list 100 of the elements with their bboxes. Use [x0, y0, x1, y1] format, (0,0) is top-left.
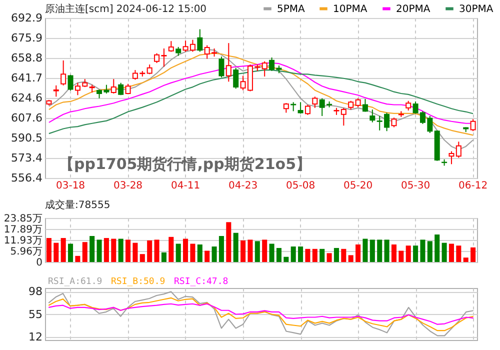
candlestick: [68, 74, 74, 92]
candlestick: [283, 102, 289, 114]
candlestick: [391, 117, 397, 128]
series-label: RSI_B:50.9: [111, 277, 166, 287]
bar: [147, 240, 152, 262]
legend-label: 10PMA: [333, 4, 368, 15]
bar: [470, 247, 476, 262]
candlestick: [218, 56, 224, 78]
bar: [398, 250, 404, 262]
y-tick-label: 590.5: [11, 132, 42, 145]
candlestick: [110, 78, 116, 94]
bar: [298, 246, 304, 262]
bar: [384, 240, 390, 262]
bar: [420, 240, 426, 262]
candlestick: [226, 42, 232, 82]
text: 成交量:78555: [45, 199, 110, 211]
x-tick-label: 05-20: [344, 180, 373, 192]
bar: [197, 244, 202, 262]
y-tick-label: 0: [36, 258, 42, 268]
bar: [226, 222, 232, 262]
x-tick-label: 06-12: [458, 180, 488, 192]
bar: [348, 255, 354, 262]
candlestick: [197, 28, 203, 52]
y-tick-label: 5.96万: [10, 246, 42, 258]
bar: [60, 238, 66, 262]
bar: [305, 248, 310, 262]
bar: [320, 248, 325, 262]
bar: [391, 244, 396, 262]
candlestick: [312, 96, 318, 108]
candlestick: [146, 64, 152, 75]
bar: [456, 246, 462, 262]
candlestick: [340, 107, 346, 126]
x-tick-label: 04-11: [170, 180, 200, 192]
bar: [118, 238, 124, 262]
chart-title: 原油主连[scm] 2024-06-12 15:00: [45, 3, 207, 15]
bar: [75, 256, 80, 262]
series-label: RSI_A:61.9: [48, 277, 102, 287]
bar: [90, 236, 95, 262]
bar: [427, 241, 432, 262]
series-label: RSI_C:47.8: [174, 277, 228, 287]
legend-label: 5PMA: [277, 4, 306, 15]
bar: [154, 240, 160, 262]
candlestick: [362, 98, 368, 112]
y-tick-label: 573.4: [11, 152, 42, 165]
y-tick-label: 23.85万: [4, 214, 42, 224]
bar: [269, 244, 274, 262]
bar: [233, 232, 238, 262]
y-tick-label: 624.6: [11, 92, 42, 105]
bar: [406, 246, 411, 262]
bar: [370, 240, 375, 262]
bar: [132, 242, 138, 262]
candlestick: [448, 150, 454, 165]
bar: [362, 238, 368, 262]
candlestick: [168, 40, 174, 52]
bar: [442, 242, 447, 262]
candlestick: [355, 98, 361, 108]
line-series: [48, 297, 474, 332]
bar: [140, 254, 145, 262]
bar: [204, 250, 210, 262]
bar: [341, 248, 346, 262]
y-tick-label: 11.93万: [4, 235, 42, 246]
bar: [161, 252, 166, 262]
candlestick: [370, 109, 376, 123]
y-tick-label: 55: [28, 308, 42, 321]
candlestick: [118, 82, 124, 96]
bar: [190, 244, 196, 262]
candlestick: [406, 100, 412, 111]
bar: [218, 236, 224, 262]
candlestick: [60, 60, 66, 86]
candlestick: [304, 104, 310, 116]
bar: [82, 242, 88, 262]
x-tick-label: 04-23: [228, 180, 258, 192]
bar: [240, 240, 246, 262]
candlestick: [262, 60, 268, 77]
candlestick: [233, 67, 239, 90]
x-tick-label: 03-18: [56, 180, 86, 192]
bar: [463, 258, 468, 262]
annotation: 【pp1705期货行情,pp期货21o5】: [59, 155, 312, 173]
candlestick: [298, 102, 304, 114]
y-tick-label: 17.89万: [4, 224, 42, 236]
bar: [413, 246, 418, 262]
bar: [284, 256, 289, 262]
y-tick-label: 692.9: [11, 12, 42, 24]
bar: [334, 248, 339, 262]
y-tick-label: 658.8: [11, 51, 42, 64]
bar: [111, 238, 116, 262]
candlestick: [456, 141, 462, 158]
line-series: [48, 291, 474, 336]
bar: [183, 238, 188, 262]
bar: [126, 240, 131, 262]
line-series: [48, 303, 474, 325]
bar: [248, 240, 253, 262]
candlestick: [470, 118, 476, 132]
bar: [176, 244, 181, 262]
bar: [312, 248, 318, 262]
x-tick-label: 03-28: [113, 180, 143, 192]
bar: [290, 246, 296, 262]
bar: [104, 238, 109, 262]
y-tick-label: 98: [28, 285, 42, 298]
x-tick-label: 05-30: [401, 180, 430, 192]
